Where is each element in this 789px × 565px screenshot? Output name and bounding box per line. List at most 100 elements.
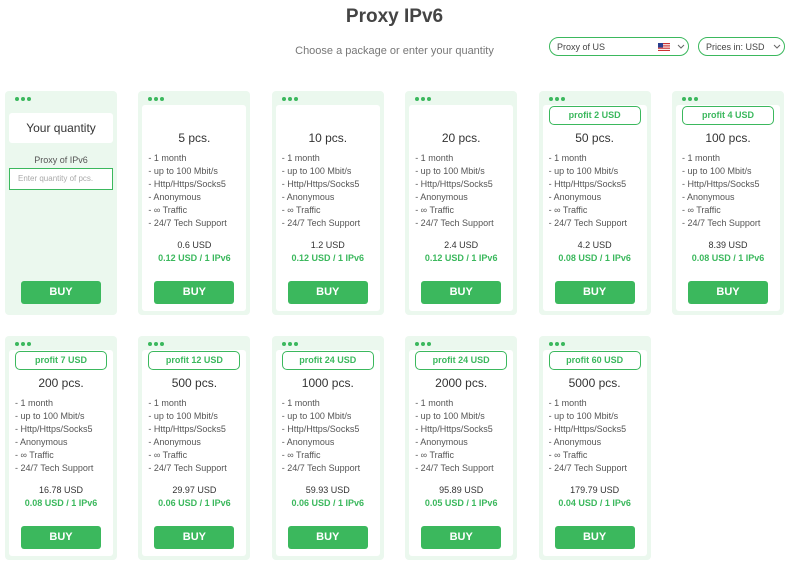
dot [281, 97, 286, 101]
profit-badge: profit 2 USD [548, 106, 641, 125]
feature: - 24/7 Tech Support [548, 218, 627, 228]
buy-button[interactable]: BUY [421, 281, 502, 304]
chevron [773, 44, 781, 49]
dot [554, 97, 559, 101]
buy-button[interactable]: BUY [154, 281, 235, 304]
card-panel [275, 350, 380, 556]
package-quantity: 5000 pcs. [568, 376, 621, 390]
custom-card: Your quantity Proxy of IPv6 Enter quantity… [5, 91, 117, 315]
package-card: profit 2 USD 50 pcs. - 1 month - up to 100 … [538, 91, 651, 315]
feature: - Anonymous [281, 192, 335, 202]
country-select[interactable]: Proxy of US [549, 37, 689, 56]
package-price: 29.97 USD [172, 485, 217, 495]
buy-button[interactable]: BUY [21, 281, 101, 304]
unit-price: 0.08 USD / 1 IPv6 [24, 498, 98, 508]
card-panel [409, 350, 514, 556]
package-price: 59.93 USD [305, 485, 350, 495]
unit-price: 0.12 USD / 1 IPv6 [158, 253, 231, 263]
unit-price: 0.05 USD / 1 IPv6 [424, 498, 498, 508]
feature: - up to 100 Mbit/s [148, 166, 218, 176]
custom-label: Proxy of IPv6 [34, 155, 88, 165]
feature: - Http/Https/Socks5 [415, 424, 493, 434]
package-card: 10 pcs. - 1 month - up to 100 Mbit/s - Http… [271, 91, 384, 315]
package-quantity: 200 pcs. [38, 376, 84, 390]
dot [415, 97, 420, 101]
feature: - ∞ Traffic [682, 205, 721, 215]
card-panel [142, 105, 247, 311]
dot [427, 97, 432, 101]
dot [15, 342, 19, 346]
dot [154, 342, 159, 346]
unit-price: 0.12 USD / 1 IPv6 [424, 253, 498, 263]
feature: - Anonymous [148, 437, 201, 447]
feature: - 1 month [281, 398, 320, 408]
feature: - Http/Https/Socks5 [548, 179, 627, 189]
feature: - ∞ Traffic [148, 450, 188, 460]
page-subtitle: Choose a package or enter your quantity [295, 45, 494, 57]
package-price: 179.79 USD [570, 485, 620, 495]
page-title: Proxy IPv6 [345, 6, 444, 27]
package-card: 5 pcs. - 1 month - up to 100 Mbit/s - Http/… [138, 91, 251, 315]
buy-button[interactable]: BUY [554, 526, 635, 549]
feature: - up to 100 Mbit/s [682, 166, 752, 176]
feature: - 24/7 Tech Support [15, 463, 94, 473]
card-panel [409, 105, 514, 311]
profit-badge: profit 24 USD [415, 351, 508, 370]
buy-button[interactable]: BUY [287, 281, 368, 304]
buy-button[interactable]: BUY [554, 281, 635, 304]
profit-badge: profit 60 USD [548, 351, 641, 370]
feature: - ∞ Traffic [415, 450, 454, 460]
package-card: profit 4 USD 100 pcs. - 1 month - up to 100… [672, 91, 784, 315]
feature: - 24/7 Tech Support [415, 218, 494, 228]
package-price: 95.89 USD [439, 485, 484, 495]
feature: - up to 100 Mbit/s [415, 411, 485, 421]
buy-button[interactable]: BUY [688, 281, 768, 304]
feature: - Http/Https/Socks5 [682, 179, 760, 189]
card-panel [542, 105, 647, 311]
package-price: 1.2 USD [310, 240, 345, 250]
dot [548, 342, 553, 346]
feature: - up to 100 Mbit/s [281, 166, 352, 176]
feature: - 1 month [15, 398, 54, 408]
feature: - 24/7 Tech Support [415, 463, 494, 473]
feature: - Http/Https/Socks5 [281, 179, 360, 189]
currency-select[interactable]: Prices in: USD [698, 37, 785, 56]
dot [694, 97, 698, 101]
feature: - 1 month [281, 153, 320, 163]
quantity-input[interactable]: Enter quantity of pcs. [9, 168, 113, 190]
package-card: profit 60 USD 5000 pcs. - 1 month - up to 1… [538, 336, 651, 560]
feature: - Anonymous [682, 192, 735, 202]
dot [415, 342, 420, 346]
unit-price: 0.08 USD / 1 IPv6 [691, 253, 765, 263]
package-quantity: 5 pcs. [178, 131, 211, 145]
profit-badge: profit 24 USD [281, 351, 374, 370]
dot [154, 97, 159, 101]
feature: - 24/7 Tech Support [148, 218, 227, 228]
package-quantity: 100 pcs. [705, 131, 751, 145]
feature: - 1 month [548, 153, 587, 163]
package-card: profit 24 USD 1000 pcs. - 1 month - up to 1… [271, 336, 384, 560]
package-card: profit 12 USD 500 pcs. - 1 month - up to 10… [138, 336, 251, 560]
feature: - 1 month [682, 153, 721, 163]
dot [27, 342, 31, 346]
profit-badge: profit 4 USD [682, 106, 774, 125]
package-quantity: 500 pcs. [171, 376, 218, 390]
feature: - ∞ Traffic [281, 450, 321, 460]
dot [21, 97, 25, 101]
feature: - ∞ Traffic [148, 205, 188, 215]
dot [15, 97, 19, 101]
feature: - 24/7 Tech Support [281, 218, 361, 228]
dot [148, 97, 153, 101]
feature: - ∞ Traffic [548, 450, 588, 460]
buy-button[interactable]: BUY [154, 526, 235, 549]
feature: - Anonymous [548, 437, 602, 447]
feature: - ∞ Traffic [15, 450, 54, 460]
dot [560, 342, 565, 346]
card-panel [275, 105, 380, 311]
buy-button[interactable]: BUY [287, 526, 368, 549]
feature: - ∞ Traffic [548, 205, 588, 215]
buy-button[interactable]: BUY [421, 526, 502, 549]
unit-price: 0.06 USD / 1 IPv6 [291, 498, 365, 508]
buy-button[interactable]: BUY [21, 526, 101, 549]
